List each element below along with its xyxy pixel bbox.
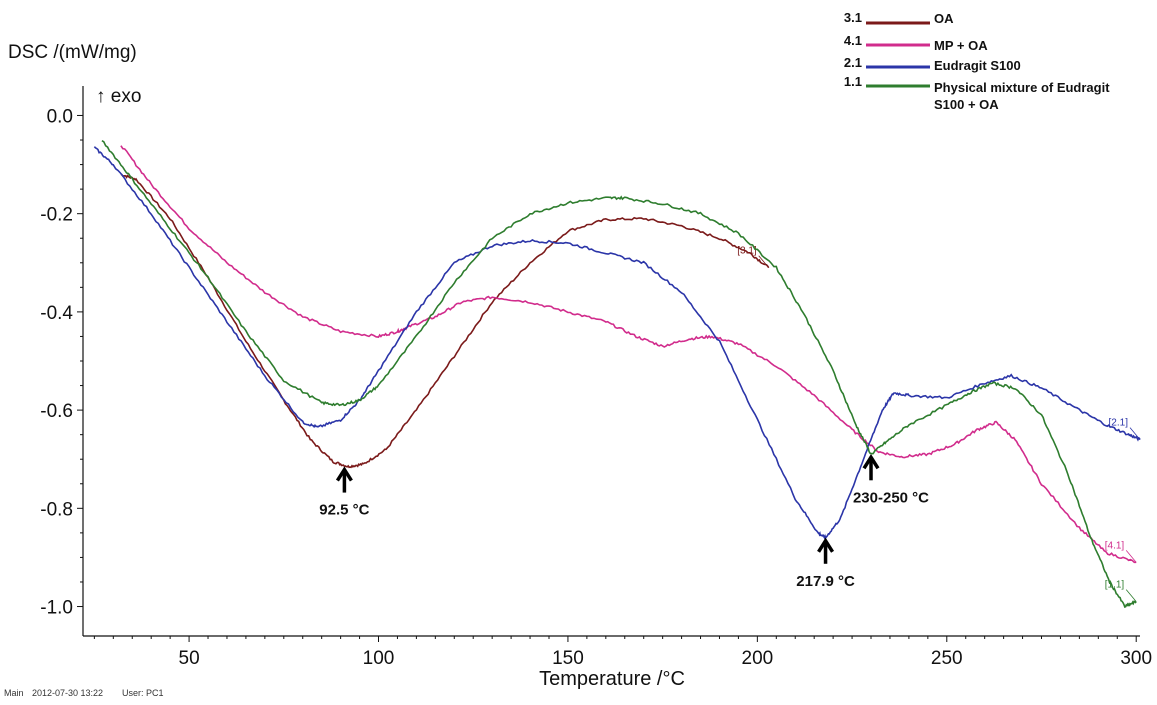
peak-annotation: 230-250 °C — [853, 454, 929, 506]
series: [3.1] [4.1] [2.1] [1.1] — [93, 140, 1141, 609]
series-line-s31 — [120, 173, 770, 469]
y-tick-label: -0.2 — [40, 205, 73, 226]
legend-label: Eudragit S100 — [934, 58, 1021, 73]
y-tick-label: 0.0 — [47, 106, 73, 127]
series-tag-s31: [3.1] — [737, 246, 757, 257]
y-tick-label: -1.0 — [40, 598, 73, 619]
annotation-arrow-head — [335, 466, 353, 482]
ticks: 50 100 150 200 250 300 0.0 -0.2 -0.4 -0.6 -0.8 -1.0 — [40, 106, 1152, 669]
x-tick-label: 50 — [179, 648, 200, 669]
legend-id: 1.1 — [844, 74, 862, 89]
exo-note: ↑ exo — [96, 86, 141, 107]
x-tick-label: 150 — [552, 648, 584, 669]
annotation-label: 92.5 °C — [319, 502, 369, 519]
legend-item-3-1: 3.1 OA — [844, 10, 954, 26]
axes — [82, 86, 1140, 637]
y-tick-label: -0.4 — [40, 303, 73, 324]
annotations: 92.5 °C 217.9 °C 230-250 °C — [319, 454, 929, 590]
x-tick-label: 200 — [742, 648, 774, 669]
footer-main: Main — [4, 688, 24, 698]
legend-id: 3.1 — [844, 10, 862, 25]
legend: 3.1 OA 4.1 MP + OA 2.1 Eudragit S100 1.1… — [844, 10, 1110, 112]
series-tag-leader — [1129, 427, 1141, 440]
series-tag-s41: [4.1] — [1105, 540, 1125, 551]
peak-annotation: 92.5 °C — [319, 466, 370, 519]
legend-item-4-1: 4.1 MP + OA — [844, 33, 988, 53]
x-tick-label: 300 — [1120, 648, 1152, 669]
footer: Main 2012-07-30 13:22 User: PC1 — [4, 688, 164, 698]
legend-label: MP + OA — [934, 38, 988, 53]
series-tag-s11: [1.1] — [1105, 580, 1125, 591]
series-tag-leader — [758, 255, 770, 268]
series-tag-s21: [2.1] — [1109, 418, 1129, 429]
series-line-s41 — [120, 145, 1137, 564]
legend-item-2-1: 2.1 Eudragit S100 — [844, 55, 1021, 73]
y-tick-label: -0.8 — [40, 499, 73, 520]
y-tick-label: -0.6 — [40, 401, 73, 422]
series-line-s21 — [93, 146, 1141, 540]
annotation-arrow-head — [817, 537, 835, 553]
series-tag-leader — [1125, 550, 1137, 563]
footer-datetime: 2012-07-30 13:22 — [32, 688, 103, 698]
series-line-s11 — [101, 140, 1137, 609]
footer-user: User: PC1 — [122, 688, 164, 698]
legend-id: 4.1 — [844, 33, 862, 48]
annotation-label: 217.9 °C — [796, 573, 855, 590]
annotation-arrow-head — [862, 454, 880, 470]
legend-label: OA — [934, 11, 954, 26]
x-tick-label: 250 — [931, 648, 963, 669]
annotation-label: 230-250 °C — [853, 489, 929, 506]
series-tag-leader — [1125, 589, 1137, 602]
x-tick-label: 100 — [363, 648, 395, 669]
legend-id: 2.1 — [844, 55, 862, 70]
legend-item-1-1: 1.1 Physical mixture of Eudragit S100 + O… — [844, 74, 1110, 112]
peak-annotation: 217.9 °C — [796, 537, 855, 590]
y-axis-title: DSC /(mW/mg) — [8, 42, 137, 63]
x-axis-title: Temperature /°C — [539, 668, 685, 690]
legend-label: Physical mixture of Eudragit S100 + OA — [934, 80, 1110, 112]
